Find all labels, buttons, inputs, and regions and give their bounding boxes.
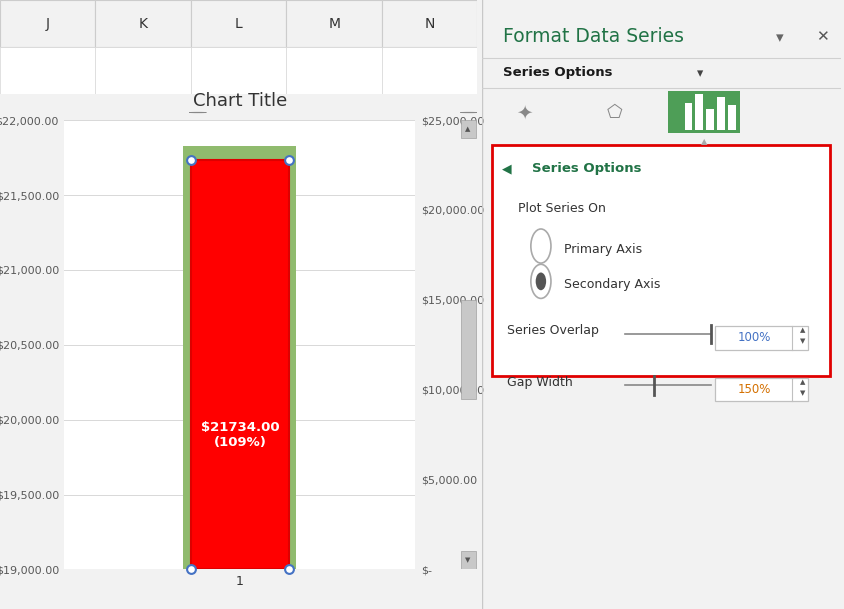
Text: ▾: ▾ <box>696 67 702 80</box>
Bar <box>716 97 724 130</box>
Text: L: L <box>235 16 242 30</box>
Point <box>282 565 295 574</box>
Text: ▲: ▲ <box>799 379 805 385</box>
Text: Primary Axis: Primary Axis <box>564 243 641 256</box>
Bar <box>727 105 734 130</box>
Text: ⬠: ⬠ <box>606 104 621 122</box>
Text: ▾: ▾ <box>776 30 783 46</box>
Bar <box>684 103 691 130</box>
Bar <box>714 326 808 350</box>
Text: ◀: ◀ <box>501 162 511 175</box>
Text: Plot Series On: Plot Series On <box>517 202 604 214</box>
Circle shape <box>535 272 545 290</box>
Text: J: J <box>46 16 50 30</box>
Text: ✕: ✕ <box>814 29 827 44</box>
Bar <box>191 48 286 94</box>
Bar <box>191 160 289 569</box>
Text: K: K <box>138 16 148 30</box>
Bar <box>95 48 191 94</box>
Text: ▼: ▼ <box>799 390 805 396</box>
Bar <box>460 120 475 138</box>
Point <box>184 155 197 165</box>
Bar <box>95 0 191 48</box>
Text: 150%: 150% <box>737 383 771 396</box>
Bar <box>0 48 95 94</box>
Bar <box>191 0 286 48</box>
Text: ▼: ▼ <box>799 338 805 344</box>
Bar <box>695 94 702 130</box>
Bar <box>460 552 475 569</box>
Text: ▲: ▲ <box>799 327 805 333</box>
Bar <box>460 300 475 399</box>
Text: Series Options: Series Options <box>532 162 641 175</box>
Title: Chart Title: Chart Title <box>192 92 287 110</box>
Bar <box>706 109 713 130</box>
Bar <box>286 0 381 48</box>
Text: ▲: ▲ <box>701 137 706 146</box>
Bar <box>492 145 829 376</box>
Bar <box>0 0 95 48</box>
Text: $21734.00
(109%): $21734.00 (109%) <box>200 421 279 449</box>
Text: Format Data Series: Format Data Series <box>503 27 684 46</box>
Bar <box>714 378 808 401</box>
Text: ▼: ▼ <box>465 557 470 563</box>
Bar <box>381 48 477 94</box>
Text: Series Options: Series Options <box>503 66 612 79</box>
Bar <box>191 160 289 569</box>
Text: Gap Width: Gap Width <box>506 376 572 389</box>
Text: N: N <box>424 16 435 30</box>
Text: Secondary Axis: Secondary Axis <box>564 278 660 291</box>
Text: 100%: 100% <box>737 331 771 345</box>
Circle shape <box>530 229 550 263</box>
Circle shape <box>530 264 550 298</box>
Point <box>184 565 197 574</box>
Bar <box>286 48 381 94</box>
Text: ▲: ▲ <box>465 126 470 132</box>
Text: ✦: ✦ <box>516 103 533 122</box>
Bar <box>668 91 739 133</box>
Text: M: M <box>327 16 340 30</box>
Bar <box>381 0 477 48</box>
Point <box>282 155 295 165</box>
Bar <box>183 146 296 569</box>
Text: Series Overlap: Series Overlap <box>506 324 598 337</box>
